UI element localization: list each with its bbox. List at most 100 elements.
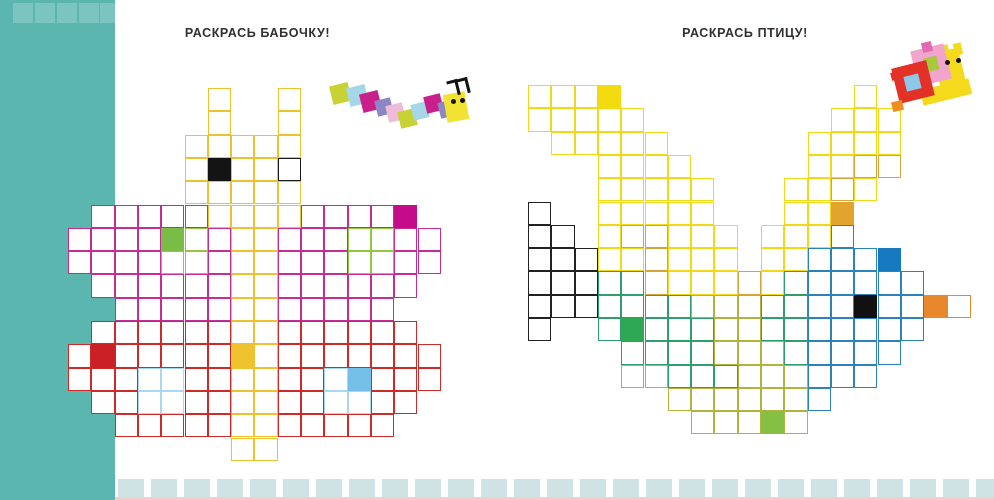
grid-cell bbox=[301, 414, 325, 438]
grid-cell bbox=[691, 271, 715, 295]
grid-cell bbox=[784, 364, 808, 388]
snail-eye-icon bbox=[945, 60, 950, 65]
grid-cell bbox=[714, 294, 738, 318]
grid-cell bbox=[597, 201, 622, 225]
grid-cell bbox=[597, 271, 622, 295]
grid-cell bbox=[644, 131, 668, 155]
grid-cell bbox=[347, 344, 371, 368]
grid-cell bbox=[207, 274, 232, 298]
grid-cell bbox=[137, 390, 162, 415]
grid-cell bbox=[301, 227, 325, 252]
bottom-border-square bbox=[646, 479, 672, 500]
bottom-border-square bbox=[514, 479, 540, 500]
grid-cell bbox=[854, 108, 878, 132]
grid-cell bbox=[277, 274, 301, 298]
grid-cell bbox=[137, 227, 162, 252]
grid-cell bbox=[854, 154, 878, 179]
grid-cell bbox=[597, 131, 622, 155]
grid-cell bbox=[184, 181, 208, 205]
bottom-border-square bbox=[811, 479, 837, 500]
grid-cell bbox=[854, 131, 878, 155]
grid-cell bbox=[900, 318, 925, 342]
grid-cell bbox=[761, 364, 785, 388]
grid-cell bbox=[761, 318, 785, 342]
grid-cell bbox=[877, 108, 901, 132]
bottom-border-square bbox=[547, 479, 573, 500]
butterfly-title: РАСКРАСЬ БАБОЧКУ! bbox=[184, 26, 331, 40]
grid-cell bbox=[231, 344, 255, 368]
grid-cell bbox=[161, 227, 185, 252]
grid-cell bbox=[714, 387, 738, 412]
grid-cell bbox=[394, 390, 418, 415]
grid-cell bbox=[644, 318, 668, 342]
grid-cell bbox=[370, 227, 395, 252]
grid-cell bbox=[184, 390, 208, 415]
grid-cell bbox=[691, 294, 715, 318]
grid-cell bbox=[574, 248, 598, 272]
bottom-border-square bbox=[745, 479, 771, 500]
bottom-border-square bbox=[943, 479, 969, 500]
grid-cell bbox=[667, 294, 692, 318]
grid-cell bbox=[207, 204, 232, 228]
grid-cell bbox=[184, 344, 208, 368]
grid-cell bbox=[621, 364, 645, 388]
grid-cell bbox=[621, 224, 645, 249]
grid-cell bbox=[370, 204, 395, 228]
grid-cell bbox=[370, 274, 395, 298]
grid-cell bbox=[231, 367, 255, 391]
grid-cell bbox=[207, 134, 232, 158]
grid-cell bbox=[621, 108, 645, 132]
grid-cell bbox=[207, 414, 232, 438]
grid-cell bbox=[691, 201, 715, 225]
grid-cell bbox=[597, 224, 622, 249]
grid-cell bbox=[417, 367, 441, 391]
grid-cell bbox=[784, 201, 808, 225]
grid-cell bbox=[737, 411, 761, 435]
grid-cell bbox=[667, 178, 692, 202]
grid-cell bbox=[807, 248, 831, 272]
grid-cell bbox=[854, 85, 878, 109]
grid-cell bbox=[137, 321, 162, 345]
grid-cell bbox=[277, 390, 301, 415]
grid-cell bbox=[231, 437, 255, 461]
grid-cell bbox=[370, 251, 395, 275]
snail-leaf bbox=[890, 99, 905, 113]
grid-cell bbox=[277, 134, 301, 158]
grid-cell bbox=[551, 224, 575, 249]
grid-cell bbox=[184, 274, 208, 298]
grid-cell bbox=[761, 294, 785, 318]
grid-cell bbox=[207, 344, 232, 368]
grid-cell bbox=[714, 318, 738, 342]
grid-cell bbox=[784, 294, 808, 318]
grid-cell bbox=[714, 341, 738, 365]
snail-eye-icon bbox=[956, 58, 961, 63]
grid-cell bbox=[877, 248, 901, 272]
grid-cell bbox=[324, 251, 348, 275]
grid-cell bbox=[277, 204, 301, 228]
grid-cell bbox=[807, 154, 831, 179]
grid-cell bbox=[761, 387, 785, 412]
grid-cell bbox=[784, 318, 808, 342]
grid-cell bbox=[161, 204, 185, 228]
caterpillar-eye-icon bbox=[460, 98, 465, 103]
sidebar-top-square bbox=[79, 3, 99, 23]
grid-cell bbox=[621, 248, 645, 272]
grid-cell bbox=[691, 364, 715, 388]
grid-cell bbox=[347, 414, 371, 438]
grid-cell bbox=[830, 248, 855, 272]
bottom-border-square bbox=[448, 479, 474, 500]
grid-cell bbox=[644, 248, 668, 272]
grid-cell bbox=[91, 321, 115, 345]
grid-cell bbox=[207, 227, 232, 252]
grid-cell bbox=[900, 294, 925, 318]
grid-cell bbox=[877, 131, 901, 155]
grid-cell bbox=[184, 251, 208, 275]
grid-cell bbox=[184, 297, 208, 321]
grid-cell bbox=[691, 178, 715, 202]
grid-cell bbox=[207, 367, 232, 391]
grid-cell bbox=[161, 251, 185, 275]
grid-cell bbox=[830, 224, 855, 249]
grid-cell bbox=[91, 390, 115, 415]
grid-cell bbox=[254, 274, 278, 298]
grid-cell bbox=[324, 321, 348, 345]
